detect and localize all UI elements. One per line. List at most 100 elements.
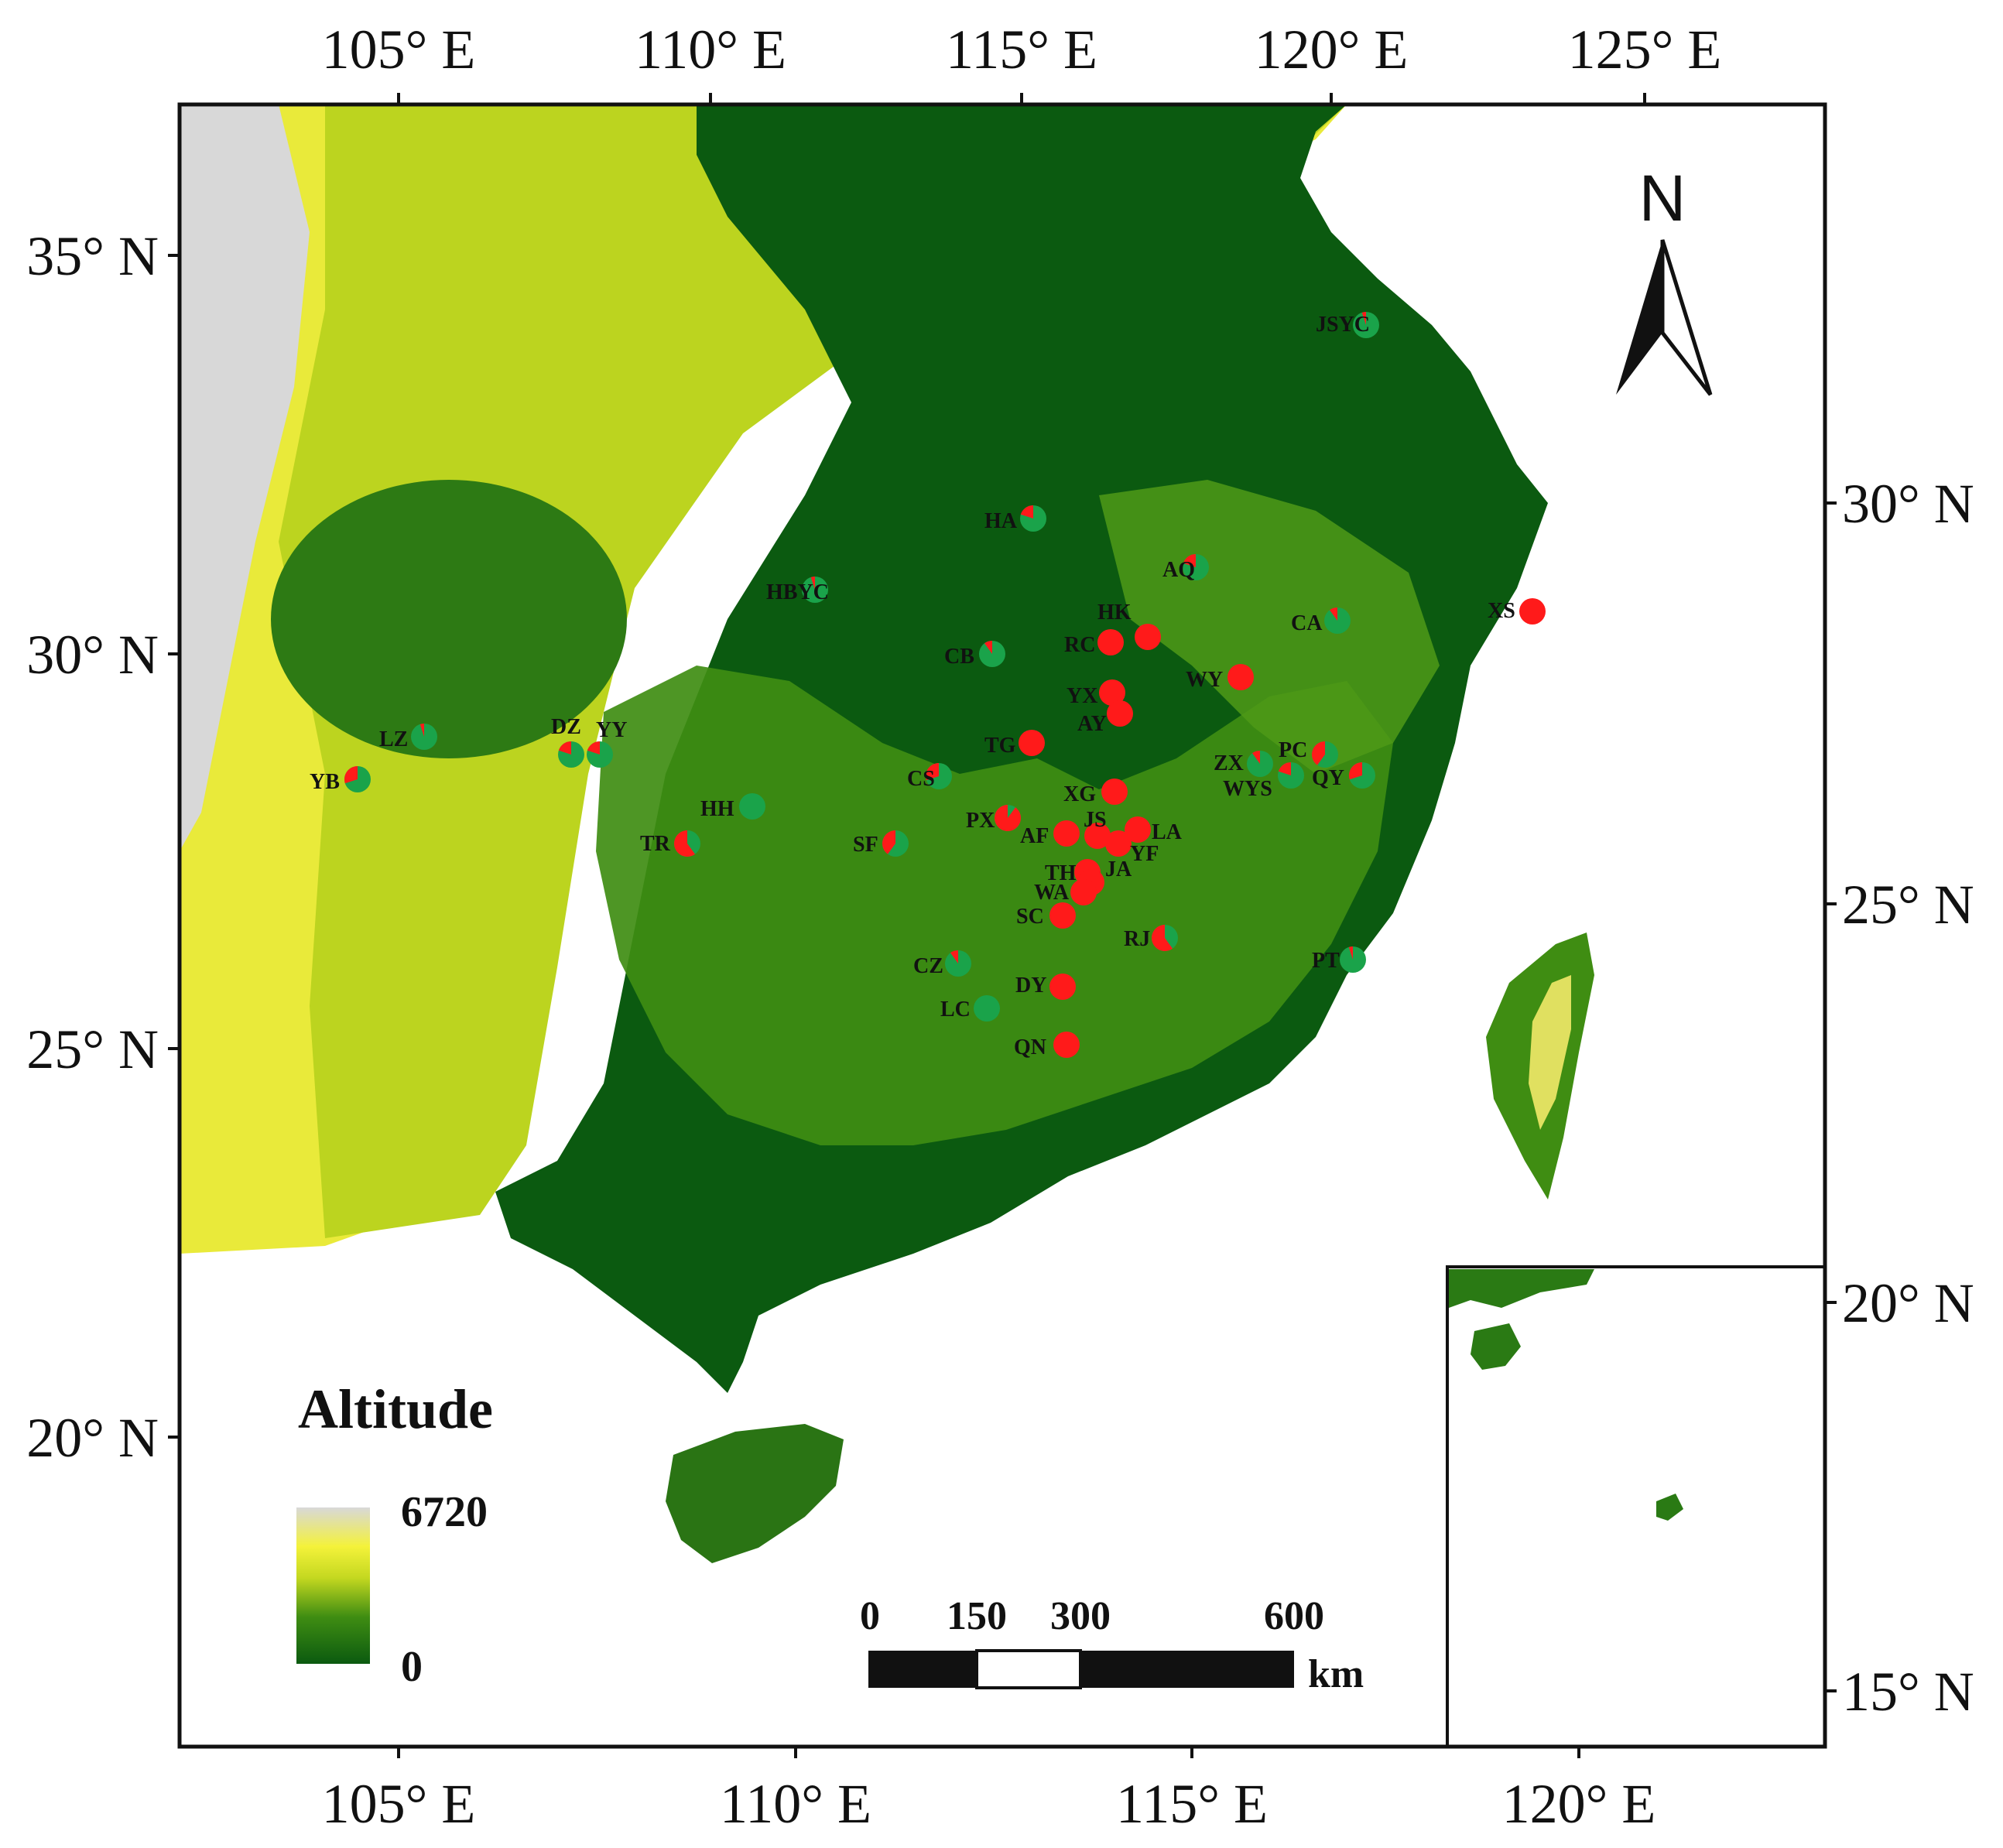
site-pie-red	[882, 830, 895, 854]
site-marker: JSYC	[1316, 312, 1379, 338]
site-label: JS	[1084, 808, 1107, 832]
site-label: ZX	[1214, 751, 1244, 775]
site-label: HH	[700, 797, 734, 821]
sichuan-basin	[271, 480, 627, 758]
southern-hills	[596, 666, 1393, 1145]
scale-tick-label: 300	[1050, 1594, 1111, 1638]
eastern-hills	[1099, 480, 1440, 774]
site-label: DY	[1015, 974, 1046, 998]
site-label: TG	[984, 734, 1016, 758]
lat-label-right: 30° N	[1842, 473, 1974, 535]
site-pie-red	[1020, 505, 1033, 518]
lat-label-left: 30° N	[26, 624, 159, 686]
north-arrow-label: N	[1639, 162, 1686, 234]
legend-min-label: 0	[401, 1643, 423, 1691]
site-marker: YY	[587, 718, 627, 768]
north-arrow-right-half	[1660, 239, 1713, 396]
site-pie-red	[1278, 762, 1291, 775]
legend-colorbar	[296, 1507, 370, 1664]
site-label: QY	[1312, 766, 1344, 790]
site-label: RC	[1064, 633, 1095, 657]
site-pie-red	[950, 950, 958, 963]
site-label: CZ	[913, 954, 943, 978]
site-marker: AY	[1077, 700, 1133, 736]
lat-label-left: 35° N	[26, 225, 159, 287]
site-label: YY	[596, 718, 627, 742]
site-label: PX	[966, 809, 995, 833]
site-label: YF	[1130, 842, 1159, 866]
site-pie-red	[994, 805, 1021, 832]
site-pie-red	[344, 766, 358, 784]
site-pie-full	[1019, 730, 1045, 756]
taiwan-mountains	[1529, 975, 1571, 1130]
site-label: PC	[1279, 738, 1307, 762]
site-label: SF	[853, 833, 878, 857]
lon-label-bottom: 115° E	[1116, 1773, 1268, 1835]
legend-title: Altitude	[298, 1378, 493, 1440]
scale-tick-label: 150	[947, 1594, 1007, 1638]
lon-label-top: 120° E	[1255, 19, 1409, 80]
site-pie-red	[558, 741, 571, 755]
site-pie-full	[1519, 598, 1546, 625]
inset-island	[1656, 1494, 1683, 1521]
site-pie-red	[587, 741, 600, 755]
site-marker: SC	[1016, 902, 1076, 929]
site-marker: QY	[1312, 762, 1375, 790]
site-pie-full	[1107, 700, 1133, 727]
site-label: DZ	[551, 715, 581, 739]
site-label: TH	[1045, 861, 1077, 885]
site-marker: HA	[984, 505, 1046, 533]
site-pie-red	[419, 724, 424, 737]
site-pie-red	[1348, 762, 1362, 780]
site-label: LZ	[379, 727, 408, 751]
site-marker: TG	[984, 730, 1045, 758]
site-marker: AQ	[1162, 554, 1209, 582]
site-pie-full	[1070, 879, 1097, 905]
lat-label-right: 25° N	[1842, 874, 1974, 936]
lat-label-left: 25° N	[26, 1018, 159, 1080]
site-marker: HH	[700, 793, 765, 821]
site-label: SC	[1016, 905, 1044, 929]
lon-label-top: 110° E	[635, 19, 786, 80]
site-label: CA	[1291, 611, 1323, 635]
site-label: WYS	[1223, 777, 1272, 801]
site-label: RJ	[1124, 927, 1150, 951]
site-label: JSYC	[1316, 313, 1370, 337]
site-label: YB	[310, 770, 340, 794]
site-marker: YX	[1067, 679, 1125, 708]
site-marker: WA	[1034, 879, 1097, 905]
site-marker: CS	[907, 763, 952, 791]
site-label: AF	[1020, 824, 1049, 848]
scale-tick-label: 0	[860, 1594, 880, 1638]
inset-hainan	[1471, 1323, 1521, 1370]
terrain-layer	[180, 104, 1594, 1563]
site-label: YX	[1067, 684, 1097, 708]
scale-unit: km	[1308, 1652, 1364, 1696]
site-marker: XG	[1063, 779, 1128, 806]
lon-label-bottom: 110° E	[720, 1773, 871, 1835]
site-pie-full	[1099, 679, 1125, 706]
site-marker: CZ	[913, 950, 971, 978]
site-marker: AF	[1020, 820, 1080, 848]
site-marker: XS	[1488, 598, 1546, 625]
site-marker: CA	[1291, 607, 1351, 635]
site-pie-red	[674, 830, 695, 857]
plateau-area	[180, 104, 310, 851]
site-pie-full	[1049, 902, 1076, 929]
site-marker: PX	[966, 805, 1021, 833]
site-label: XG	[1063, 782, 1096, 806]
site-marker: WYS	[1223, 762, 1304, 801]
lon-label-bottom: 120° E	[1502, 1773, 1656, 1835]
site-marker: YB	[310, 766, 371, 794]
site-label: CS	[907, 767, 935, 791]
site-pie-red	[1330, 607, 1337, 621]
site-pie-red	[1151, 925, 1173, 951]
site-marker: JS	[1084, 808, 1111, 849]
site-label: HA	[984, 509, 1018, 533]
site-pie-full	[739, 793, 765, 820]
scale-bar: 0 150 300 600 km	[860, 1594, 1364, 1696]
lon-label-top: 105° E	[322, 19, 476, 80]
site-pie-full	[1053, 820, 1080, 847]
site-pie-full	[1053, 1032, 1080, 1058]
